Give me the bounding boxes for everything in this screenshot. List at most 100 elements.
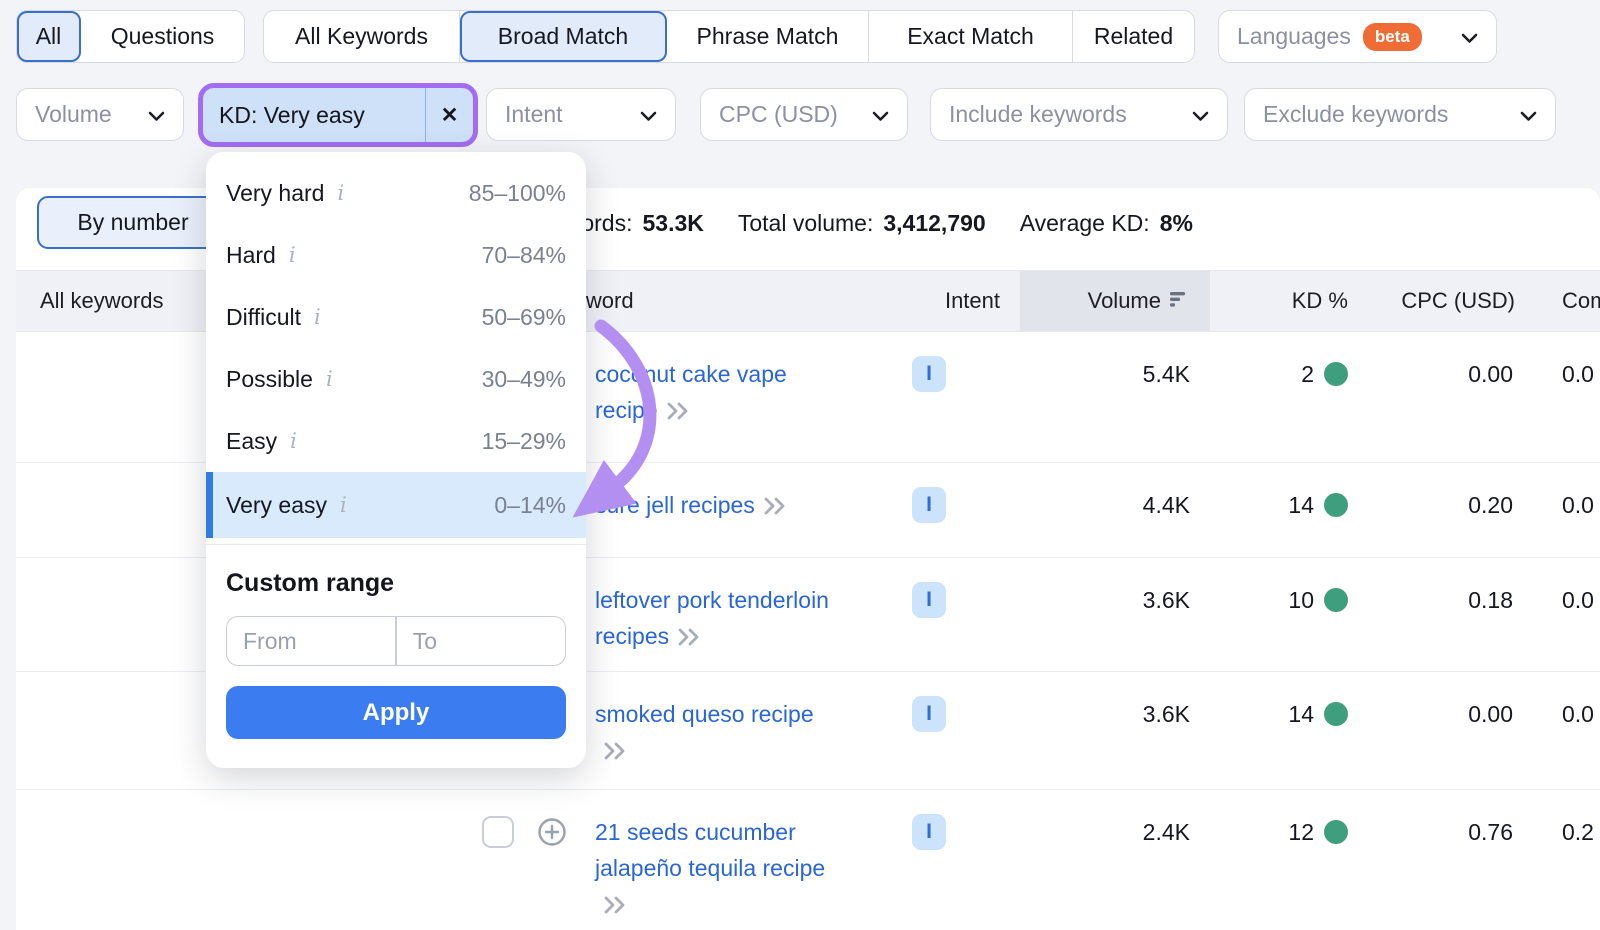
cpc-cell: 0.76: [1468, 819, 1513, 845]
double-chevron-icon[interactable]: [666, 399, 692, 425]
kd-filter-chip[interactable]: KD: Very easy ✕: [198, 83, 478, 147]
column-header-com[interactable]: Com.: [1562, 288, 1600, 313]
tab-all-label: All: [35, 23, 62, 49]
tab-broad-match-label: Broad Match: [497, 23, 629, 49]
volume-cell: 3.6K: [1142, 587, 1190, 613]
sort-descending-icon: [1170, 288, 1188, 314]
kd-option-possible[interactable]: Possible i 30–49%: [206, 348, 586, 410]
close-icon[interactable]: ✕: [425, 88, 473, 142]
tab-related[interactable]: Related: [1073, 11, 1194, 62]
tab-all-keywords[interactable]: All Keywords: [264, 11, 460, 62]
include-keywords-label: Include keywords: [949, 101, 1127, 127]
kd-cell: 2: [1232, 356, 1348, 392]
languages-label: Languages: [1237, 23, 1351, 49]
com-cell: 0.0: [1562, 492, 1594, 518]
keyword-link[interactable]: smoked queso recipe: [595, 696, 835, 770]
com-cell: 0.0: [1562, 587, 1594, 613]
chevron-down-icon: [640, 101, 657, 128]
info-icon[interactable]: i: [325, 367, 333, 391]
double-chevron-icon[interactable]: [603, 893, 629, 919]
row-checkbox[interactable]: [482, 816, 514, 848]
tab-phrase-match[interactable]: Phrase Match: [667, 11, 869, 62]
cpc-filter-label: CPC (USD): [719, 101, 838, 127]
column-header-volume[interactable]: Volume: [1036, 271, 1188, 331]
close-glyph: ✕: [440, 103, 459, 127]
exclude-keywords-dropdown[interactable]: Exclude keywords: [1244, 88, 1556, 141]
info-icon[interactable]: i: [337, 181, 345, 205]
cpc-filter-dropdown[interactable]: CPC (USD): [700, 88, 908, 141]
custom-range-heading: Custom range: [226, 569, 395, 597]
kd-option-hard[interactable]: Hard i 70–84%: [206, 224, 586, 286]
com-cell: 0.0: [1562, 361, 1594, 387]
stat-volume-value: 3,412,790: [883, 209, 986, 236]
double-chevron-icon[interactable]: [603, 739, 629, 765]
intent-filter-dropdown[interactable]: Intent: [486, 88, 676, 141]
keyword-link[interactable]: leftover pork tenderloin recipes: [595, 587, 829, 651]
keyword-link[interactable]: 21 seeds cucumber jalapeño tequila recip…: [595, 814, 835, 924]
kd-option-range: 30–49%: [481, 365, 566, 392]
kd-filter-chip-label: KD: Very easy: [219, 101, 365, 128]
kd-option-label: Very hard: [226, 179, 325, 206]
kd-option-range: 50–69%: [481, 303, 566, 330]
kd-option-range: 85–100%: [468, 179, 566, 206]
tab-all[interactable]: All: [17, 11, 81, 62]
kd-option-difficult[interactable]: Difficult i 50–69%: [206, 286, 586, 348]
kd-green-dot-icon: [1324, 493, 1348, 517]
chevron-down-icon: [1192, 101, 1209, 128]
column-header-kd[interactable]: KD %: [1291, 288, 1348, 313]
kd-green-dot-icon: [1324, 588, 1348, 612]
kd-cell: 14: [1232, 487, 1348, 523]
cpc-cell: 0.20: [1468, 492, 1513, 518]
apply-button[interactable]: Apply: [226, 686, 566, 739]
volume-filter-dropdown[interactable]: Volume: [16, 88, 184, 141]
stat-volume-label: Total volume:: [737, 209, 874, 236]
tab-exact-match[interactable]: Exact Match: [869, 11, 1073, 62]
kd-option-very-hard[interactable]: Very hard i 85–100%: [206, 162, 586, 224]
tab-broad-match[interactable]: Broad Match: [460, 11, 667, 62]
info-icon[interactable]: i: [288, 243, 296, 267]
range-to-input[interactable]: [396, 617, 565, 665]
kd-option-very-easy[interactable]: Very easy i 0–14%: [206, 472, 586, 538]
tab-questions[interactable]: Questions: [81, 11, 244, 62]
intent-badge: I: [912, 814, 946, 850]
column-header-cpc[interactable]: CPC (USD): [1401, 288, 1515, 313]
range-from-input[interactable]: [227, 617, 396, 665]
info-icon[interactable]: i: [340, 493, 347, 517]
view-toggle-by-number[interactable]: By number: [37, 196, 229, 249]
languages-dropdown[interactable]: Languages beta: [1218, 10, 1497, 63]
chevron-down-icon: [1520, 101, 1537, 128]
intent-filter-label: Intent: [505, 101, 563, 127]
info-icon[interactable]: i: [290, 429, 297, 453]
beta-badge: beta: [1362, 22, 1422, 51]
chevron-down-icon: [148, 101, 165, 128]
tab-questions-label: Questions: [110, 23, 215, 49]
tab-related-label: Related: [1093, 23, 1174, 49]
tab-phrase-match-label: Phrase Match: [696, 23, 839, 49]
column-header-intent[interactable]: Intent: [944, 288, 1000, 313]
double-chevron-icon[interactable]: [677, 625, 703, 651]
info-icon[interactable]: i: [314, 305, 321, 329]
custom-range-inputs: [226, 616, 566, 666]
intent-badge: I: [912, 696, 946, 732]
stat-kd-value: 8%: [1159, 209, 1193, 236]
stat-kd-label: Average KD:: [1019, 209, 1150, 236]
table-row: 21 seeds cucumber jalapeño tequila recip…: [16, 790, 1600, 930]
tab-exact-match-label: Exact Match: [907, 23, 1034, 49]
keyword-link[interactable]: sure jell recipes: [595, 487, 835, 525]
cpc-cell: 0.00: [1468, 701, 1513, 727]
by-number-label: By number: [77, 209, 189, 235]
kd-option-easy[interactable]: Easy i 15–29%: [206, 410, 586, 472]
kd-green-dot-icon: [1324, 362, 1348, 386]
com-cell: 0.2: [1562, 819, 1594, 845]
chevron-down-icon: [1461, 23, 1478, 50]
kd-option-label: Easy: [226, 427, 278, 454]
keyword-link[interactable]: coconut cake vape recipe: [595, 361, 787, 425]
intent-badge: I: [912, 356, 946, 392]
kd-green-dot-icon: [1324, 702, 1348, 726]
include-keywords-dropdown[interactable]: Include keywords: [930, 88, 1228, 141]
double-chevron-icon[interactable]: [763, 494, 789, 520]
plus-circle-icon[interactable]: [537, 817, 567, 852]
com-cell: 0.0: [1562, 701, 1594, 727]
cpc-cell: 0.18: [1468, 587, 1513, 613]
sidebar-header: All keywords: [40, 288, 164, 313]
